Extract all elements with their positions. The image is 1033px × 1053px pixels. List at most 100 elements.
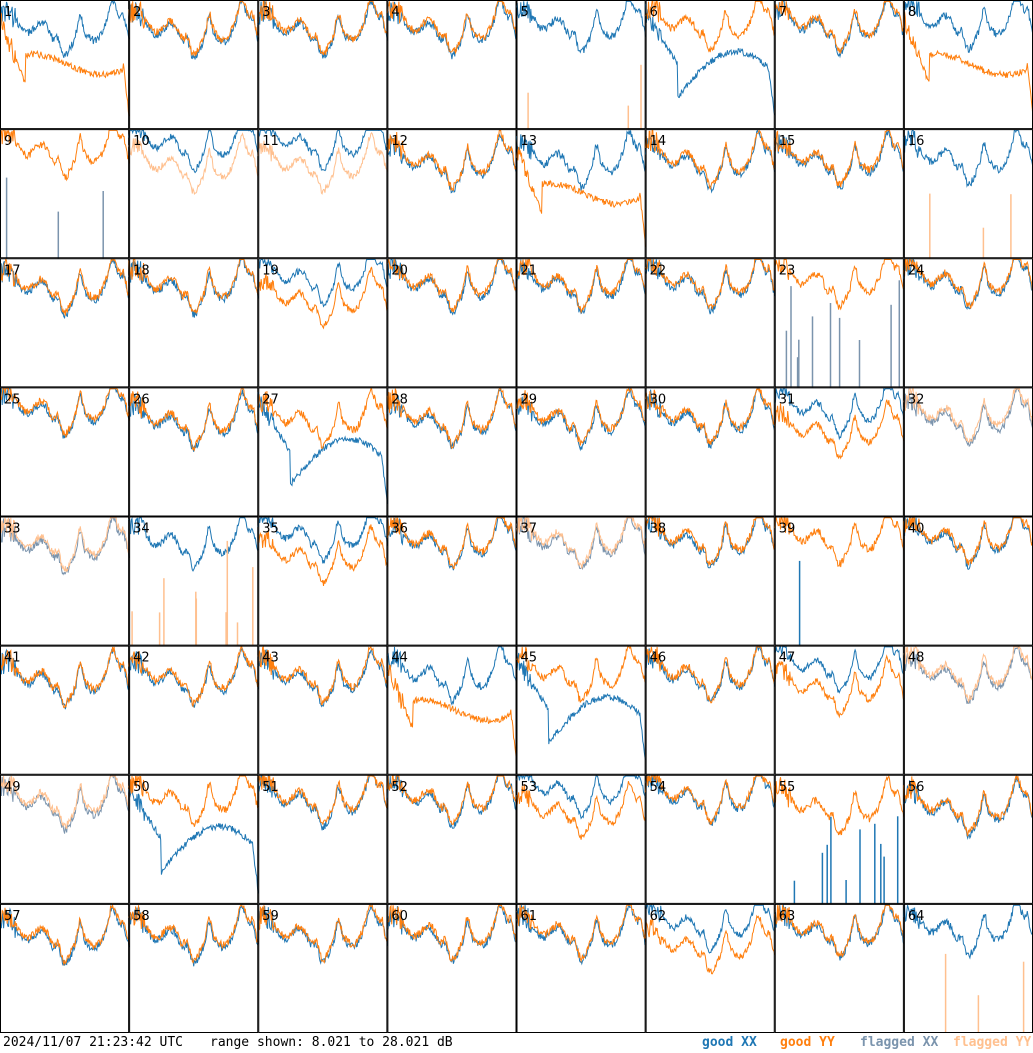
panel-16: 16 — [903, 129, 1033, 259]
yy-line — [128, 132, 259, 196]
yy-line — [645, 775, 776, 825]
yy-line — [516, 645, 646, 704]
yy-line — [774, 775, 905, 836]
panel-63: 63 — [774, 903, 905, 1033]
yy-line — [0, 903, 130, 966]
yy-line — [516, 387, 647, 446]
flagged-yy-line — [903, 645, 1033, 704]
yy-line — [645, 129, 775, 190]
yy-line — [774, 399, 905, 460]
yy-line — [645, 914, 776, 975]
panel-border — [387, 258, 517, 388]
panel-36: 36 — [386, 516, 517, 646]
xx-line — [257, 516, 388, 564]
panel-12: 12 — [386, 129, 517, 259]
panel-10: 10 — [128, 129, 259, 259]
panel-label: 39 — [779, 522, 796, 537]
panel-label: 64 — [908, 909, 925, 924]
panel-23: 23 — [774, 258, 905, 388]
panel-2: 2 — [128, 0, 259, 130]
panel-label: 37 — [521, 522, 538, 537]
yy-line — [645, 0, 776, 53]
yy-line — [0, 258, 130, 316]
panel-39: 39 — [774, 516, 905, 646]
panel-label: 10 — [133, 134, 150, 149]
panel-label: 35 — [262, 522, 279, 537]
panel-label: 57 — [4, 909, 21, 924]
panel-14: 14 — [645, 129, 776, 259]
panel-label: 50 — [133, 780, 150, 795]
panel-label: 46 — [650, 651, 667, 666]
panel-27: 27 — [257, 387, 388, 517]
xx-line — [516, 774, 647, 820]
yy-line — [774, 654, 905, 719]
panel-label: 20 — [391, 263, 408, 278]
panel-label: 25 — [4, 392, 21, 407]
panel-label: 29 — [521, 392, 538, 407]
panel-30: 30 — [645, 387, 776, 517]
panel-border — [516, 645, 646, 775]
panel-label: 18 — [133, 263, 150, 278]
panel-61: 61 — [516, 903, 647, 1033]
panel-label: 14 — [650, 134, 667, 149]
xx-line — [0, 0, 130, 58]
panel-border — [774, 516, 904, 646]
legend-flagged-xx: flagged XX — [860, 1035, 939, 1050]
panel-border — [645, 645, 775, 775]
panel-31: 31 — [774, 386, 905, 517]
panel-border — [774, 774, 904, 904]
panel-6: 6 — [645, 0, 776, 130]
panel-59: 59 — [257, 903, 388, 1033]
yy-line — [903, 517, 1033, 566]
panel-3: 3 — [257, 0, 388, 130]
panel-border — [129, 387, 259, 517]
yy-line — [0, 646, 130, 709]
panel-border — [0, 903, 130, 1033]
xx-line — [257, 0, 388, 59]
panel-border — [645, 258, 775, 388]
panel-64: 64 — [903, 903, 1033, 1033]
yy-line — [386, 664, 517, 763]
yy-line — [386, 516, 517, 570]
yy-line — [774, 129, 905, 188]
xx-line — [645, 388, 776, 449]
panel-43: 43 — [257, 645, 388, 775]
panel-53: 53 — [516, 774, 647, 904]
panel-label: 6 — [650, 5, 658, 20]
panel-label: 1 — [4, 5, 12, 20]
panel-border — [645, 903, 775, 1033]
flagged-xx-line — [0, 517, 130, 576]
yy-line — [386, 388, 517, 450]
xx-line — [774, 386, 905, 441]
panel-24: 24 — [903, 258, 1033, 388]
panel-22: 22 — [645, 258, 776, 388]
yy-line — [516, 258, 647, 314]
yy-line — [257, 775, 388, 826]
panel-border — [387, 774, 517, 904]
panel-56: 56 — [903, 774, 1033, 904]
panel-border — [258, 0, 388, 130]
panel-label: 43 — [262, 651, 279, 666]
panel-border — [516, 258, 646, 388]
panel-54: 54 — [645, 774, 776, 904]
xx-line — [257, 775, 388, 831]
yy-line — [0, 388, 130, 438]
panel-label: 30 — [650, 392, 667, 407]
panel-label: 40 — [908, 522, 925, 537]
panel-48: 48 — [903, 645, 1033, 775]
xx-line — [516, 130, 647, 191]
legend-good-xx: good XX — [702, 1035, 757, 1050]
panel-21: 21 — [516, 258, 647, 388]
panel-label: 42 — [133, 651, 150, 666]
yy-line — [257, 388, 388, 449]
panel-label: 11 — [262, 134, 279, 149]
panel-border — [129, 0, 259, 130]
flagged-yy-line — [0, 517, 130, 573]
panel-44: 44 — [386, 645, 517, 775]
yy-line — [128, 0, 259, 57]
xx-line — [128, 647, 259, 708]
panel-label: 48 — [908, 651, 925, 666]
panel-17: 17 — [0, 257, 130, 388]
panel-label: 56 — [908, 780, 925, 795]
